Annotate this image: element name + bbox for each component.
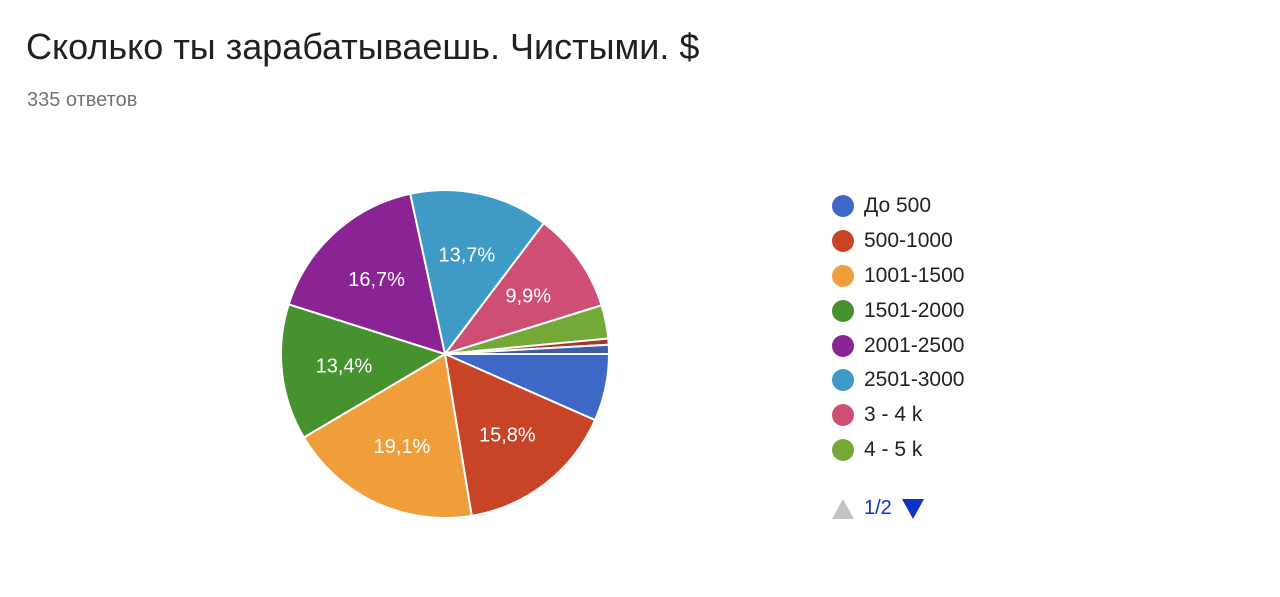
legend-label: 2501-3000 <box>864 368 965 392</box>
slice-label: 9,9% <box>505 286 551 308</box>
legend-item: 4 - 5 k <box>832 433 964 468</box>
legend-swatch <box>832 264 854 287</box>
legend-label: 3 - 4 k <box>864 403 923 427</box>
slice-label: 13,4% <box>316 355 373 377</box>
legend-swatch <box>832 230 854 253</box>
pie-slice <box>280 303 448 439</box>
pie-slice <box>442 221 603 356</box>
legend: До 500 500-1000 1001-1500 1501-2000 2001-250… <box>832 189 964 467</box>
legend-label: 500-1000 <box>864 229 953 253</box>
pie-slice <box>443 352 597 517</box>
slice-label: 16,7% <box>348 269 405 291</box>
pager-label: 1/2 <box>864 497 892 519</box>
legend-item: 3 - 4 k <box>832 398 964 433</box>
legend-item: 2501-3000 <box>832 363 964 398</box>
legend-swatch <box>832 195 854 218</box>
legend-item: 1001-1500 <box>832 259 964 294</box>
legend-swatch <box>832 404 854 427</box>
legend-swatch <box>832 438 854 461</box>
legend-item: 2001-2500 <box>832 328 964 363</box>
legend-swatch <box>832 299 854 322</box>
response-count: 335 ответов <box>27 89 138 111</box>
slice-label: 19,1% <box>374 436 431 458</box>
legend-swatch <box>832 369 854 392</box>
slice-label: 15,8% <box>479 424 536 446</box>
legend-label: До 500 <box>864 194 932 218</box>
pie-slice <box>409 189 546 357</box>
legend-label: 4 - 5 k <box>864 437 923 461</box>
legend-label: 1001-1500 <box>864 263 965 287</box>
triangle-down-icon[interactable] <box>901 498 924 519</box>
legend-swatch <box>832 334 854 357</box>
triangle-up-icon <box>832 498 854 519</box>
legend-label: 1501-2000 <box>864 298 965 322</box>
legend-item: До 500 <box>832 189 964 224</box>
legend-item: 500-1000 <box>832 224 964 259</box>
legend-pager: 1/2 <box>832 497 924 520</box>
legend-item: 1501-2000 <box>832 293 964 328</box>
pie-slice <box>287 192 447 356</box>
pie-slice <box>302 352 473 519</box>
chart-title: Сколько ты зарабатываешь. Чистыми. $ <box>26 26 700 67</box>
legend-label: 2001-2500 <box>864 333 965 357</box>
slice-label: 13,7% <box>439 245 496 267</box>
pie-slice <box>444 343 611 355</box>
